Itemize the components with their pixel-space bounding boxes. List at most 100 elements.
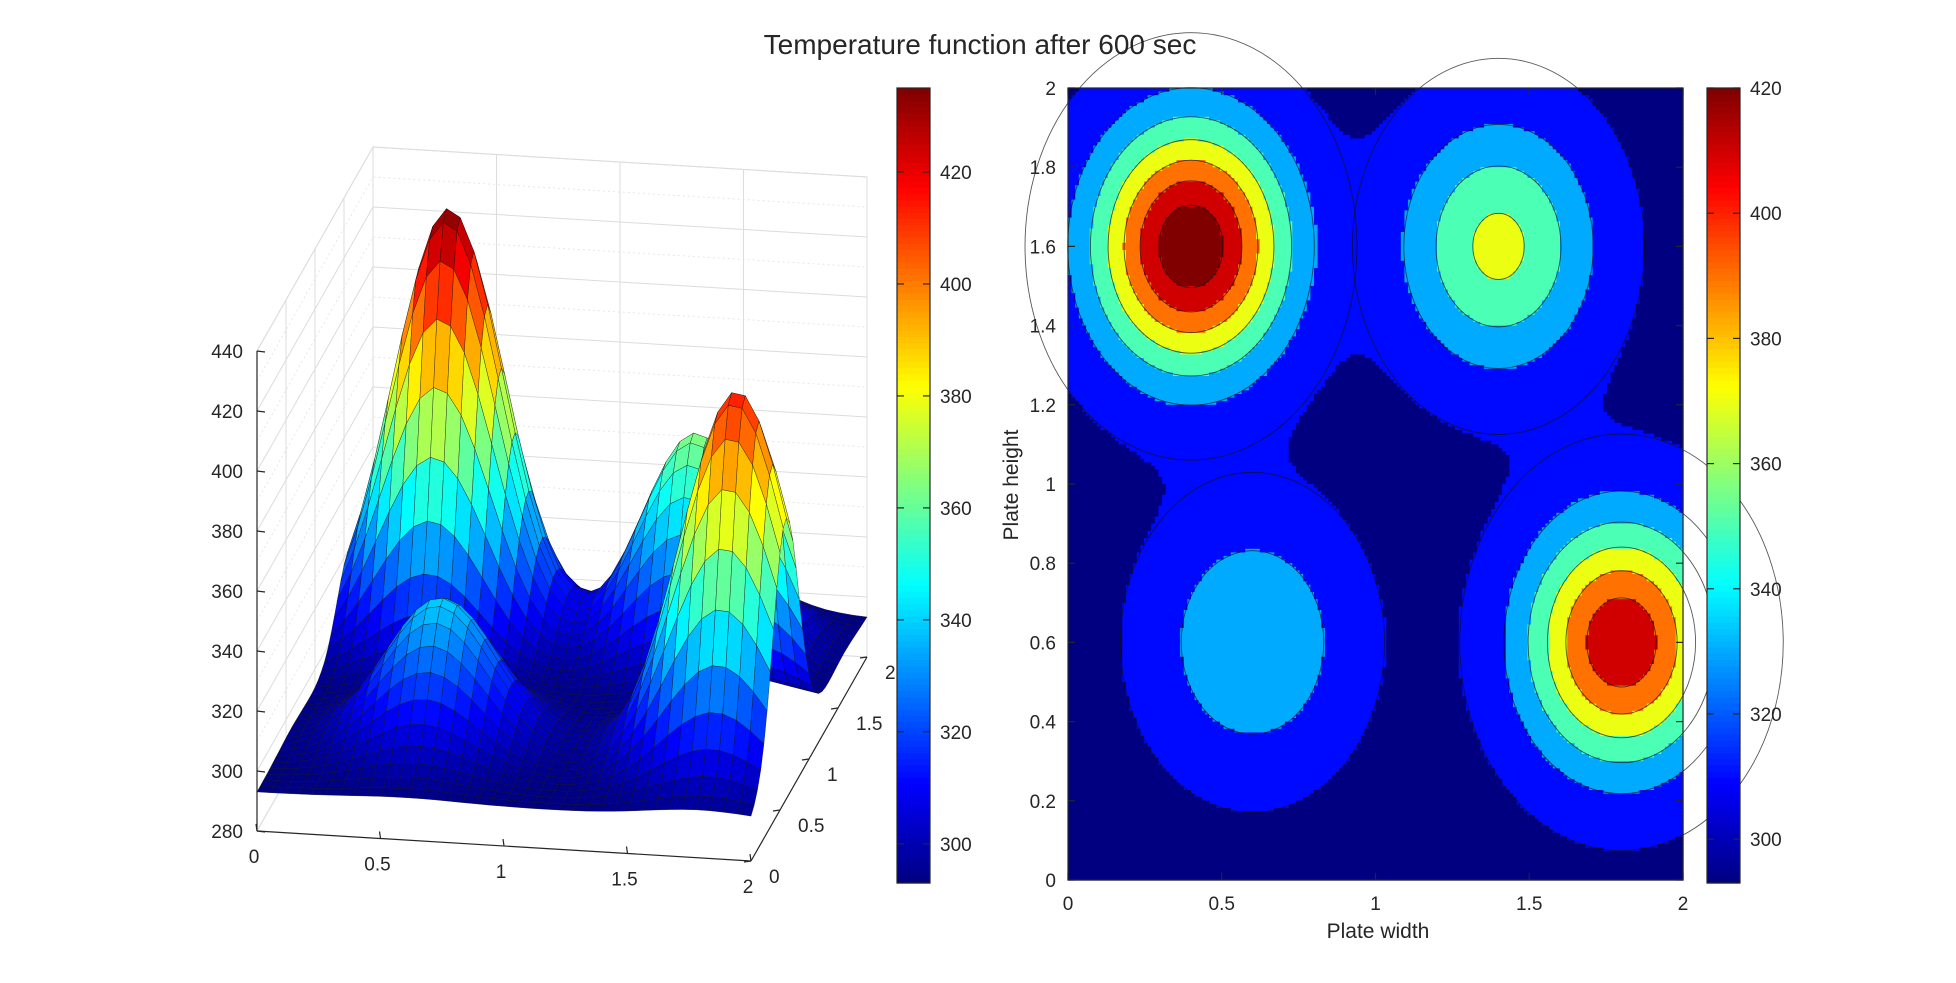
colorbar-cell — [897, 628, 930, 636]
contour-cell — [1324, 628, 1387, 633]
contour-cell — [1216, 804, 1290, 809]
contour-cell — [1567, 577, 1597, 582]
contour-cell — [1068, 88, 1080, 93]
colorbar-cell — [897, 609, 930, 617]
colorbar-tick-label: 340 — [1750, 580, 1782, 601]
contour-cell — [1643, 206, 1684, 211]
contour-cell — [1675, 620, 1684, 625]
contour-cell — [1068, 440, 1120, 445]
contour-cell — [1111, 365, 1156, 370]
contour-cell — [1133, 138, 1185, 143]
contour-cell — [1654, 660, 1677, 665]
contour-cell — [1068, 250, 1091, 255]
contour-cell — [1252, 106, 1322, 111]
contour-cell — [1075, 296, 1102, 301]
contour-cell — [1494, 768, 1561, 773]
colorbar-cell — [1707, 404, 1740, 412]
contour-cell — [1140, 246, 1160, 251]
contour-cell — [1230, 808, 1275, 813]
colorbar-cell — [897, 224, 930, 232]
contour-cell — [1068, 178, 1080, 183]
contour-line — [1435, 165, 1562, 328]
colorbar-cell — [1707, 504, 1740, 511]
contour-cell — [1299, 710, 1373, 715]
contour-cell — [1143, 98, 1239, 103]
contour-cell — [1491, 509, 1565, 514]
contour-cell — [1223, 91, 1311, 96]
contour-cell — [1567, 649, 1590, 654]
contour-cell — [1437, 253, 1474, 258]
contour-cell — [1068, 127, 1109, 132]
contour-cell — [1462, 592, 1510, 597]
contour-cell — [1321, 106, 1398, 111]
contour-cell — [1480, 538, 1536, 543]
contour-cell — [1523, 170, 1576, 175]
contour-cell — [1068, 228, 1091, 233]
contour-cell — [1574, 682, 1608, 687]
contour-cell — [1328, 116, 1387, 121]
contour-cell — [1285, 721, 1369, 726]
contour-cell — [1165, 300, 1217, 305]
contour-cell — [1234, 278, 1254, 283]
contour-cell — [1552, 764, 1684, 769]
contour-cell — [1560, 232, 1594, 237]
contour-cell — [1241, 390, 1319, 395]
contour-cell — [1104, 178, 1127, 183]
contour-cell — [1371, 570, 1471, 575]
contour-cell — [1592, 228, 1644, 233]
contour-cell — [1295, 566, 1373, 571]
contour-cell — [1162, 502, 1333, 507]
contour-cell — [1505, 667, 1532, 672]
contour-cell — [1068, 203, 1073, 208]
contour-cell — [1505, 660, 1532, 665]
contour-cell — [1570, 674, 1601, 679]
colorbar-cell — [897, 330, 930, 338]
colorbar-cell — [1707, 727, 1740, 735]
contour-cell — [1451, 350, 1547, 355]
contour-cell — [1252, 318, 1275, 323]
contour-cell — [1288, 275, 1315, 280]
contour-cell — [1335, 365, 1380, 370]
contour-cell — [1654, 754, 1684, 759]
contour-cell — [1068, 667, 1123, 672]
colorbar-cell — [897, 510, 930, 518]
contour-cell — [1107, 235, 1127, 240]
colorbar-cell — [1707, 255, 1740, 263]
contour-cell — [1122, 628, 1181, 633]
colorbar-cell — [897, 634, 930, 642]
contour-cell — [1068, 149, 1094, 154]
contour-cell — [1541, 822, 1684, 827]
contour-cell — [1400, 250, 1438, 255]
contour-cell — [1180, 653, 1326, 658]
contour-cell — [1552, 610, 1572, 615]
contour-cell — [1122, 606, 1188, 611]
contour-cell — [1509, 592, 1536, 597]
contour-cell — [1125, 682, 1188, 687]
contour-cell — [1549, 826, 1684, 831]
colorbar-cell — [1707, 615, 1740, 623]
contour-cell — [1361, 541, 1478, 546]
contour-cell — [1238, 185, 1261, 190]
contour-cell — [1317, 232, 1402, 237]
contour-cell — [1223, 239, 1243, 244]
contour-cell — [1592, 264, 1644, 269]
contour-cell — [1151, 527, 1351, 532]
contour-cell — [1617, 361, 1684, 366]
contour-cell — [1531, 613, 1550, 618]
contour-cell — [1288, 271, 1315, 276]
contour-cell — [1068, 674, 1123, 679]
colorbar-cell — [1707, 168, 1740, 176]
contour-cell — [1661, 782, 1684, 787]
contour-cell — [1194, 584, 1311, 589]
contour-cell — [1621, 145, 1684, 150]
contour-cell — [1133, 563, 1214, 568]
contour-cell — [1505, 674, 1532, 679]
contour-cell — [1183, 656, 1322, 661]
contour-cell — [1458, 653, 1507, 658]
contour-cell — [1429, 412, 1608, 417]
contour-cell — [1068, 818, 1539, 823]
contour-cell — [1509, 469, 1684, 474]
contour-cell — [1198, 581, 1308, 586]
contour-cell — [1129, 106, 1254, 111]
contour-cell — [1068, 754, 1156, 759]
